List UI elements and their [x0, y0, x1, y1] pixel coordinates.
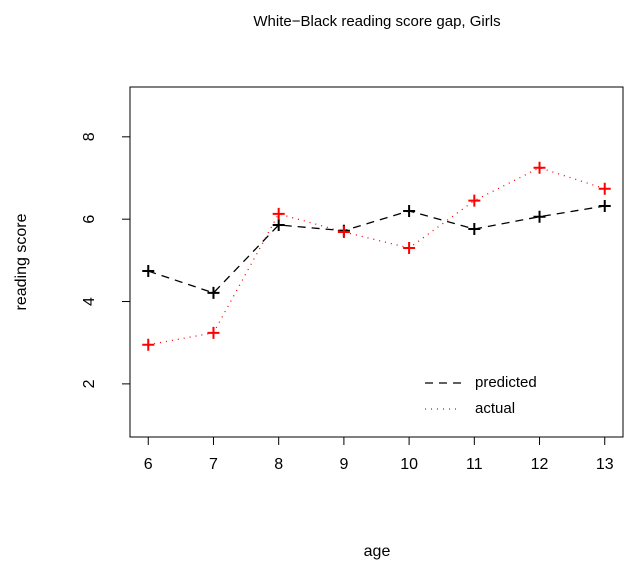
point-marker [142, 338, 155, 351]
point-marker [598, 182, 611, 195]
y-tick-label: 6 [81, 215, 98, 224]
x-tick-label: 9 [339, 456, 348, 473]
point-marker [142, 265, 155, 278]
point-marker [468, 194, 481, 207]
x-axis-label: age [364, 543, 391, 560]
x-tick-label: 8 [274, 456, 283, 473]
point-marker [272, 218, 285, 231]
point-marker [207, 326, 220, 339]
point-marker [468, 223, 481, 236]
point-marker [533, 210, 546, 223]
legend-label: actual [475, 400, 515, 417]
y-tick-label: 8 [81, 132, 98, 141]
x-tick-label: 13 [596, 456, 614, 473]
x-tick-label: 12 [531, 456, 549, 473]
chart-title: White−Black reading score gap, Girls [253, 13, 500, 30]
point-marker [337, 225, 350, 238]
point-marker [598, 200, 611, 212]
y-axis-label: reading score [13, 213, 30, 310]
point-marker [272, 207, 285, 220]
legend-label: predicted [475, 374, 537, 391]
x-tick-label: 10 [400, 456, 418, 473]
x-tick-label: 11 [466, 456, 483, 473]
point-marker [403, 204, 416, 217]
point-marker [403, 242, 416, 254]
point-marker [533, 161, 546, 174]
point-marker [207, 286, 220, 299]
series-line [148, 205, 605, 294]
series-line [148, 167, 605, 346]
plot-frame [129, 86, 624, 438]
y-tick-label: 2 [81, 379, 98, 388]
x-tick-label: 6 [144, 456, 153, 473]
y-tick-label: 4 [81, 297, 98, 306]
x-tick-label: 7 [209, 456, 218, 473]
